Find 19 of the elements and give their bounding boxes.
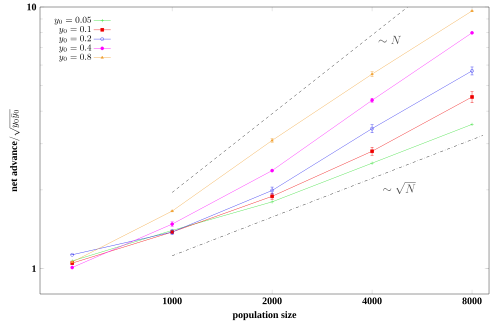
- annotation: $\sim \sqrt{N}$: [383, 182, 416, 194]
- legend-label: $y_0 = 0.2$: [59, 35, 92, 44]
- legend-label: $y_0 = 0.8$: [59, 54, 92, 62]
- y-tick-label: 10: [27, 4, 36, 10]
- x-tick-label: 1000: [162, 298, 182, 304]
- legend-label: $y_0 = 0.4$: [59, 44, 92, 52]
- x-axis-title: population size: [232, 311, 296, 320]
- x-tick-label: 8000: [462, 298, 482, 304]
- legend-label: $y_0 = 0.05$: [54, 16, 92, 25]
- x-tick-label: 4000: [362, 298, 382, 304]
- point: [270, 200, 274, 204]
- x-tick-label: 2000: [262, 298, 282, 304]
- annotation: $\sim N$: [378, 36, 401, 44]
- point: [370, 161, 374, 165]
- y-axis-title: $\textbf{net advance}/\sqrt{y_0\bar{y}_0}$: [10, 109, 20, 192]
- legend-label: $y_0 = 0.1$: [59, 26, 91, 34]
- y-tick-label: 1: [32, 265, 36, 272]
- point: [370, 126, 374, 130]
- point: [470, 95, 474, 99]
